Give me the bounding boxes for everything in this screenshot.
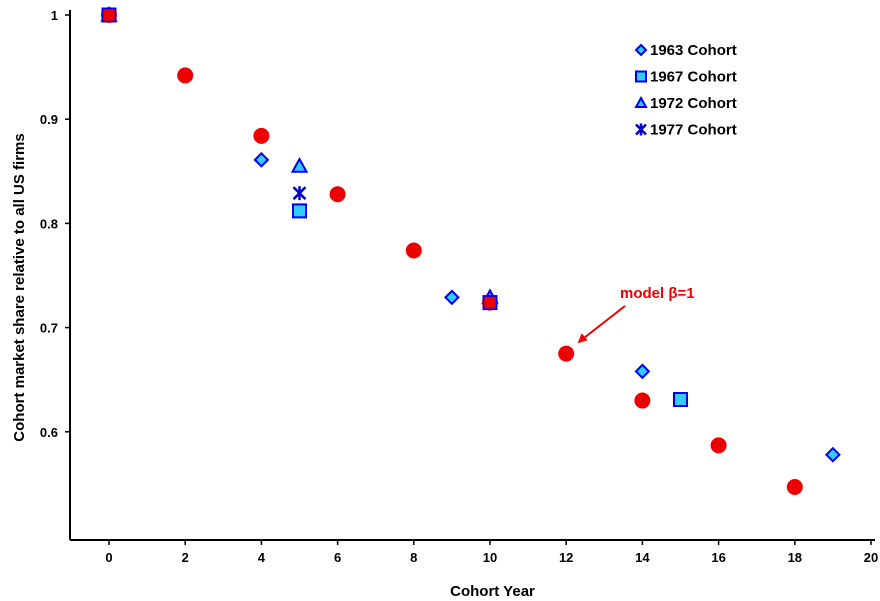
x-axis-title: Cohort Year — [450, 583, 535, 600]
series-1967-cohort — [101, 7, 688, 407]
legend-label: 1977 Cohort — [650, 122, 737, 139]
y-tick-label: 0.6 — [40, 425, 58, 440]
data-point — [292, 186, 307, 201]
legend-label: 1972 Cohort — [650, 95, 737, 112]
data-point — [558, 345, 575, 362]
x-tick-label: 16 — [711, 550, 725, 565]
legend-item: 1972 Cohort — [634, 95, 737, 112]
data-point — [673, 391, 688, 407]
annotation-arrow-head — [577, 333, 588, 344]
x-tick-label: 6 — [334, 550, 341, 565]
data-point — [482, 295, 498, 310]
data-point — [786, 479, 803, 496]
x-tick-label: 8 — [410, 550, 417, 565]
data-point — [177, 67, 194, 84]
legend-item: 1963 Cohort — [634, 42, 737, 59]
legend: 1963 Cohort 1967 Cohort 1972 Cohort 1977 Co… — [634, 42, 737, 139]
y-tick-label: 1 — [51, 8, 58, 23]
x-tick-label: 14 — [635, 550, 650, 565]
x-tick-label: 18 — [788, 550, 802, 565]
annotations: model β=1 — [577, 285, 695, 344]
series-1972-cohort — [100, 5, 499, 304]
x-tick-label: 2 — [182, 550, 189, 565]
legend-marker — [634, 95, 648, 108]
data-point — [253, 127, 270, 144]
data-point — [405, 242, 422, 259]
data-point — [292, 203, 307, 219]
data-point — [634, 392, 651, 409]
x-tick-label: 20 — [864, 550, 878, 565]
legend-marker — [635, 70, 647, 83]
data-point — [101, 7, 117, 23]
y-axis-title: Cohort market share relative to all US f… — [11, 133, 28, 441]
x-tick-label: 10 — [483, 550, 497, 565]
overlay-markers — [101, 7, 498, 310]
x-tick-label: 0 — [105, 550, 112, 565]
legend-item: 1967 Cohort — [635, 69, 737, 86]
ticks: 0 2 4 6 8 10 12 14 16 18 20 0.6 0.7 0.8 0.9 1 — [40, 8, 878, 565]
legend-marker — [635, 123, 647, 136]
data-points — [100, 5, 841, 496]
data-point — [290, 157, 309, 173]
series-1977-cohort — [102, 8, 307, 201]
y-tick-label: 0.9 — [40, 112, 58, 127]
axes — [69, 10, 875, 541]
annotation-label: model β=1 — [620, 285, 695, 302]
annotation-arrow-line — [583, 305, 626, 340]
y-tick-label: 0.8 — [40, 216, 58, 231]
data-point — [253, 151, 270, 168]
data-point — [329, 186, 346, 203]
x-tick-label: 12 — [559, 550, 573, 565]
data-point — [443, 289, 460, 306]
data-point — [634, 363, 651, 380]
legend-label: 1963 Cohort — [650, 42, 737, 59]
legend-item: 1977 Cohort — [635, 122, 737, 139]
data-point — [710, 437, 727, 454]
data-point — [824, 446, 841, 463]
legend-marker — [634, 43, 648, 57]
y-tick-label: 0.7 — [40, 321, 58, 336]
x-tick-label: 4 — [258, 550, 266, 565]
legend-label: 1967 Cohort — [650, 69, 737, 86]
